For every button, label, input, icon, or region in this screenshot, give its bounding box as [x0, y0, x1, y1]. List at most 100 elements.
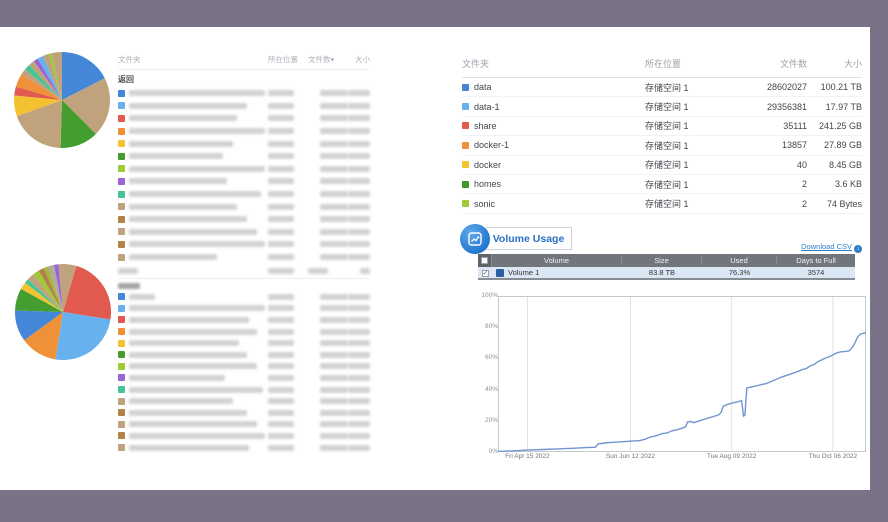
column-count-sortable[interactable]: 文件数▾ — [308, 55, 335, 64]
volume-size: 83.8 TB — [648, 268, 676, 277]
redacted-text — [320, 421, 348, 428]
redacted-count-cell — [308, 128, 348, 135]
redacted-text — [320, 102, 348, 109]
folder-file-count: 13857 — [781, 140, 807, 151]
table-row[interactable] — [118, 188, 370, 201]
table-row[interactable] — [118, 238, 370, 251]
redacted-location-cell — [268, 191, 308, 198]
redacted-text — [348, 316, 370, 323]
redacted-text — [320, 228, 348, 235]
redacted-text — [348, 228, 370, 235]
pie-slice — [15, 74, 62, 100]
redacted-folder-cell — [118, 114, 268, 122]
table-row[interactable] — [118, 430, 370, 442]
redacted-folder-cell — [118, 215, 268, 223]
redacted-text — [320, 140, 348, 147]
column-count[interactable]: 文件数 — [779, 59, 807, 69]
redacted-location-cell — [268, 228, 308, 235]
redacted-text — [129, 363, 257, 370]
table-row[interactable] — [118, 137, 370, 150]
table-row[interactable] — [118, 349, 370, 361]
volume-color-icon — [496, 268, 504, 277]
redacted-text — [348, 241, 370, 248]
table-row[interactable]: docker 存储空间 1 40 8.45 GB — [462, 156, 862, 175]
redacted-count-cell — [308, 216, 348, 223]
pie-slice — [42, 53, 62, 100]
redacted-text — [320, 216, 348, 223]
x-axis-label: Sun Jun 12 2022 — [605, 453, 656, 460]
table-row[interactable]: docker-1 存储空间 1 13857 27.89 GB — [462, 136, 862, 156]
table-row[interactable]: data-1 存储空间 1 29356381 17.97 TB — [462, 97, 862, 117]
select-all-checkbox[interactable] — [481, 257, 488, 264]
table-row[interactable]: share 存储空间 1 35111 241.25 GB — [462, 117, 862, 137]
redacted-text — [129, 421, 257, 428]
table-row[interactable] — [118, 200, 370, 213]
redacted-text — [129, 165, 265, 172]
redacted-text — [129, 305, 265, 312]
redacted-location-cell — [268, 203, 308, 210]
redacted-count-cell — [308, 203, 348, 210]
folder-color-icon — [118, 140, 125, 148]
table-row[interactable] — [118, 87, 370, 100]
pie-chart-top — [13, 52, 110, 149]
redacted-size-cell — [348, 228, 370, 235]
table-row[interactable] — [118, 150, 370, 163]
table-row[interactable] — [118, 175, 370, 188]
table-row[interactable] — [118, 372, 370, 384]
table-row[interactable] — [118, 213, 370, 226]
table-row[interactable] — [118, 112, 370, 125]
back-link-redacted[interactable] — [118, 279, 370, 291]
redacted-folder-cell — [118, 177, 268, 185]
table-row[interactable] — [118, 337, 370, 349]
redacted-text — [348, 165, 370, 172]
redacted-text — [320, 374, 348, 381]
table-row[interactable] — [118, 125, 370, 138]
pie-slice — [25, 65, 62, 100]
pie-slice — [20, 282, 63, 312]
folder-color-icon — [462, 180, 469, 188]
folder-color-icon — [118, 351, 125, 359]
table-row[interactable] — [118, 251, 370, 264]
redacted-text — [129, 328, 257, 335]
table-row[interactable] — [118, 314, 370, 326]
table-row[interactable] — [118, 384, 370, 396]
table-row[interactable] — [118, 419, 370, 431]
table-row[interactable] — [118, 303, 370, 315]
redacted-size-cell — [348, 102, 370, 109]
pie-slice — [58, 264, 63, 312]
table-row[interactable] — [118, 361, 370, 373]
redacted-text — [320, 165, 348, 172]
back-link[interactable]: 返回 — [118, 75, 134, 84]
redacted-location-cell — [268, 409, 308, 416]
table-row[interactable]: sonic 存储空间 1 2 74 Bytes — [462, 194, 862, 214]
folder-file-count: 28602027 — [766, 82, 807, 93]
table-row[interactable] — [118, 100, 370, 113]
table-row[interactable]: data 存储空间 1 28602027 100.21 TB — [462, 78, 862, 98]
pie-slice — [48, 53, 62, 100]
table-row[interactable] — [118, 407, 370, 419]
redacted-location-cell — [268, 351, 308, 358]
folder-name: data-1 — [474, 101, 500, 112]
table-row[interactable] — [118, 395, 370, 407]
redacted-text — [348, 254, 370, 261]
redacted-text — [268, 191, 294, 198]
folder-color-icon — [118, 203, 125, 211]
volume-row[interactable]: ✓ Volume 1 83.8 TB 76.3% 3574 — [478, 267, 855, 280]
table-row[interactable] — [118, 226, 370, 239]
folder-location: 存储空间 1 — [645, 160, 689, 171]
folder-color-icon — [462, 200, 469, 208]
redacted-text — [348, 351, 370, 358]
folder-name: docker-1 — [474, 140, 510, 151]
table-row[interactable]: homes 存储空间 1 2 3.6 KB — [462, 175, 862, 195]
download-csv-link[interactable]: Download CSV ↓ — [770, 242, 862, 253]
table-row[interactable] — [118, 291, 370, 303]
table-row[interactable] — [118, 163, 370, 176]
folder-size: 8.45 GB — [828, 159, 862, 170]
redacted-folder-cell — [118, 102, 268, 110]
table-row[interactable] — [118, 326, 370, 338]
redacted-count-cell — [308, 328, 348, 335]
volume-checkbox[interactable]: ✓ — [481, 270, 489, 277]
volume-table-header: Volume Size Used Days to Full — [478, 254, 855, 267]
table-row[interactable] — [118, 442, 370, 454]
pie-slice — [28, 274, 63, 312]
